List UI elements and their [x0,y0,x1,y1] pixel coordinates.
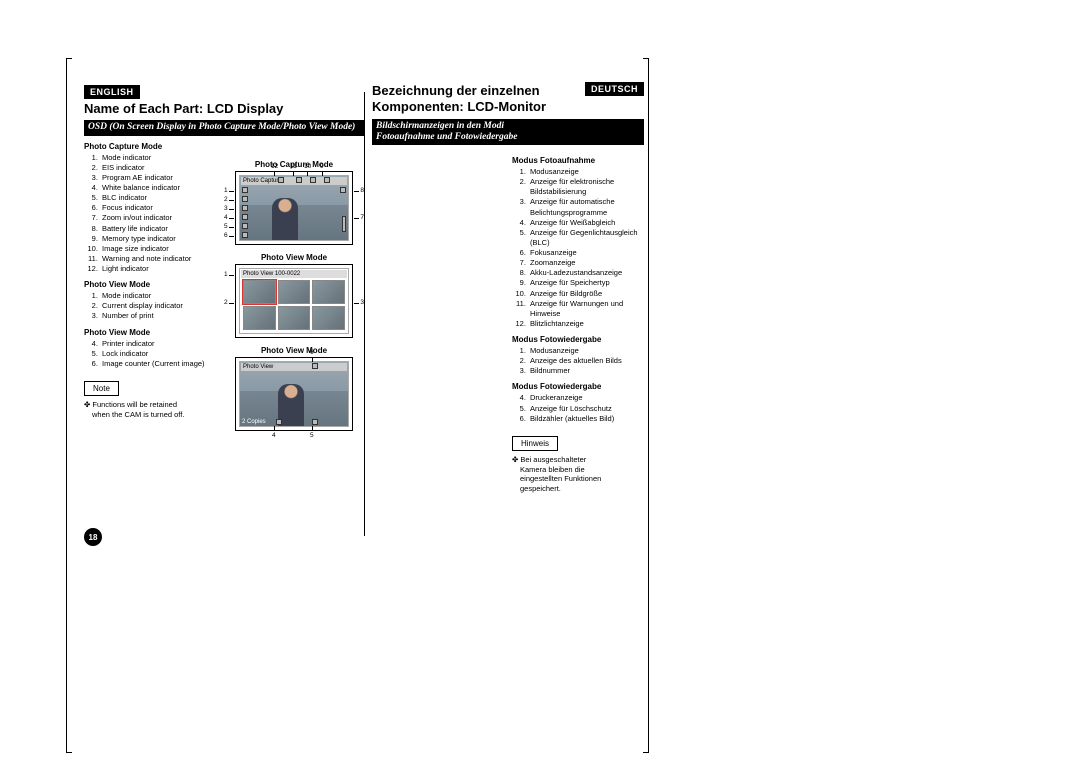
indicator-item: Blitzlichtanzeige [528,319,638,329]
list-view1-en: Mode indicatorCurrent display indicatorN… [84,291,222,321]
section-heading: Modus Fotowiedergabe [512,382,638,391]
section-heading: Modus Fotoaufnahme [512,156,638,165]
manual-page: ENGLISH Name of Each Part: LCD Display O… [84,82,644,546]
indicator-item: Mode indicator [100,153,222,163]
osd-text: Photo View 100-0022 [241,270,347,278]
diagram-title: Photo View Mode [224,253,364,262]
indicator-item: Mode indicator [100,291,222,301]
indicator-item: Anzeige des aktuellen Bilds [528,356,638,366]
lcd-diagram-view-grid: Photo View 100-0022 [235,264,353,338]
indicator-item: Warning and note indicator [100,254,222,264]
list-view2-en: Printer indicatorLock indicatorImage cou… [84,339,222,369]
lang-tab-english: ENGLISH [84,85,140,99]
note-label-de: Hinweis [512,436,558,451]
indicator-item: Anzeige für elektronische Bildstabilisie… [528,177,638,197]
indicator-item: Anzeige für Gegenlichtausgleich (BLC) [528,228,638,248]
page-number-badge: 18 [84,528,102,546]
indicator-item: Anzeige für automatische Belichtungsprog… [528,197,638,217]
indicator-item: Modusanzeige [528,346,638,356]
indicator-item: Program AE indicator [100,173,222,183]
indicator-item: Bildnummer [528,366,638,376]
diagram-title: Photo View Mode [224,346,364,355]
indicator-item: Anzeige für Warnungen und Hinweise [528,299,638,319]
indicator-item: Memory type indicator [100,234,222,244]
indicator-item: Image size indicator [100,244,222,254]
indicator-item: White balance indicator [100,183,222,193]
indicator-item: Anzeige für Speichertyp [528,278,638,288]
section-heading: Photo View Mode [84,328,222,337]
list-view1-de: ModusanzeigeAnzeige des aktuellen BildsB… [512,346,638,376]
list-capture-en: Mode indicatorEIS indicatorProgram AE in… [84,153,222,275]
indicator-item: Number of print [100,311,222,321]
indicator-item: EIS indicator [100,163,222,173]
english-column: ENGLISH Name of Each Part: LCD Display O… [84,82,364,546]
subheader-english: OSD (On Screen Display in Photo Capture … [84,120,364,135]
indicator-item: Light indicator [100,264,222,274]
osd-text: Photo View [241,363,347,371]
indicator-item: Anzeige für Bildgröße [528,289,638,299]
indicator-item: Zoomanzeige [528,258,638,268]
indicator-item: Image counter (Current image) [100,359,222,369]
note-text-de: ✤ Bei ausgeschalteter Kamera bleiben die… [520,455,638,494]
section-heading: Photo View Mode [84,280,222,289]
indicator-item: Anzeige für Löschschutz [528,404,638,414]
list-view2-de: DruckeranzeigeAnzeige für LöschschutzBil… [512,393,638,423]
title-deutsch-l2: Komponenten: LCD-Monitor [372,100,644,114]
indicator-item: Bildzähler (aktuelles Bild) [528,414,638,424]
note-text-en: ✤ Functions will be retained when the CA… [92,400,222,420]
section-heading: Modus Fotowiedergabe [512,335,638,344]
diagram-column: Photo Capture Mode Photo Capture [224,152,364,431]
deutsch-lists: Modus Fotoaufnahme ModusanzeigeAnzeige f… [512,150,638,494]
indicator-item: BLC indicator [100,193,222,203]
lcd-diagram-capture: Photo Capture [235,171,353,245]
indicator-item: Printer indicator [100,339,222,349]
subheader-deutsch: Bildschirmanzeigen in den Modi Fotoaufna… [372,119,644,146]
deutsch-column: DEUTSCH Bezeichnung der einzelnen Kompon… [364,82,644,546]
copies-label: 2 Copies [242,419,266,425]
indicator-item: Lock indicator [100,349,222,359]
lcd-diagram-view-single: Photo View 2 Copies [235,357,353,431]
indicator-item: Druckeranzeige [528,393,638,403]
lang-tab-deutsch: DEUTSCH [585,82,644,96]
indicator-item: Modusanzeige [528,167,638,177]
indicator-item: Current display indicator [100,301,222,311]
indicator-item: Fokusanzeige [528,248,638,258]
title-english: Name of Each Part: LCD Display [84,102,364,116]
indicator-item: Focus indicator [100,203,222,213]
indicator-item: Battery life indicator [100,224,222,234]
list-capture-de: ModusanzeigeAnzeige für elektronische Bi… [512,167,638,329]
indicator-item: Zoom in/out indicator [100,213,222,223]
section-heading: Photo Capture Mode [84,142,222,151]
indicator-item: Anzeige für Weißabgleich [528,218,638,228]
note-label-en: Note [84,381,119,396]
osd-text: Photo Capture [241,177,347,185]
indicator-item: Akku-Ladezustandsanzeige [528,268,638,278]
